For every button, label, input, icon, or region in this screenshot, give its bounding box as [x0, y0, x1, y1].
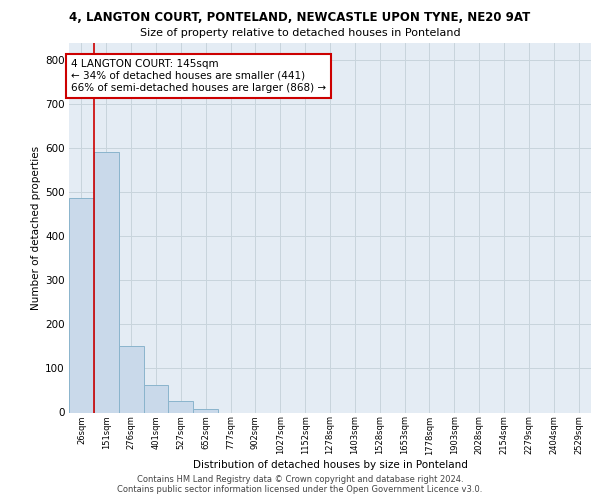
Text: 4 LANGTON COURT: 145sqm
← 34% of detached houses are smaller (441)
66% of semi-d: 4 LANGTON COURT: 145sqm ← 34% of detache…: [71, 60, 326, 92]
Bar: [69, 198, 94, 412]
Text: 4, LANGTON COURT, PONTELAND, NEWCASTLE UPON TYNE, NE20 9AT: 4, LANGTON COURT, PONTELAND, NEWCASTLE U…: [70, 11, 530, 24]
Y-axis label: Number of detached properties: Number of detached properties: [31, 146, 41, 310]
Bar: [119, 346, 143, 412]
Text: Contains HM Land Registry data © Crown copyright and database right 2024.
Contai: Contains HM Land Registry data © Crown c…: [118, 474, 482, 494]
Bar: [143, 385, 169, 412]
Text: Size of property relative to detached houses in Ponteland: Size of property relative to detached ho…: [140, 28, 460, 38]
Bar: [193, 409, 218, 412]
Bar: [169, 401, 193, 412]
X-axis label: Distribution of detached houses by size in Ponteland: Distribution of detached houses by size …: [193, 460, 467, 470]
Bar: [94, 152, 119, 412]
